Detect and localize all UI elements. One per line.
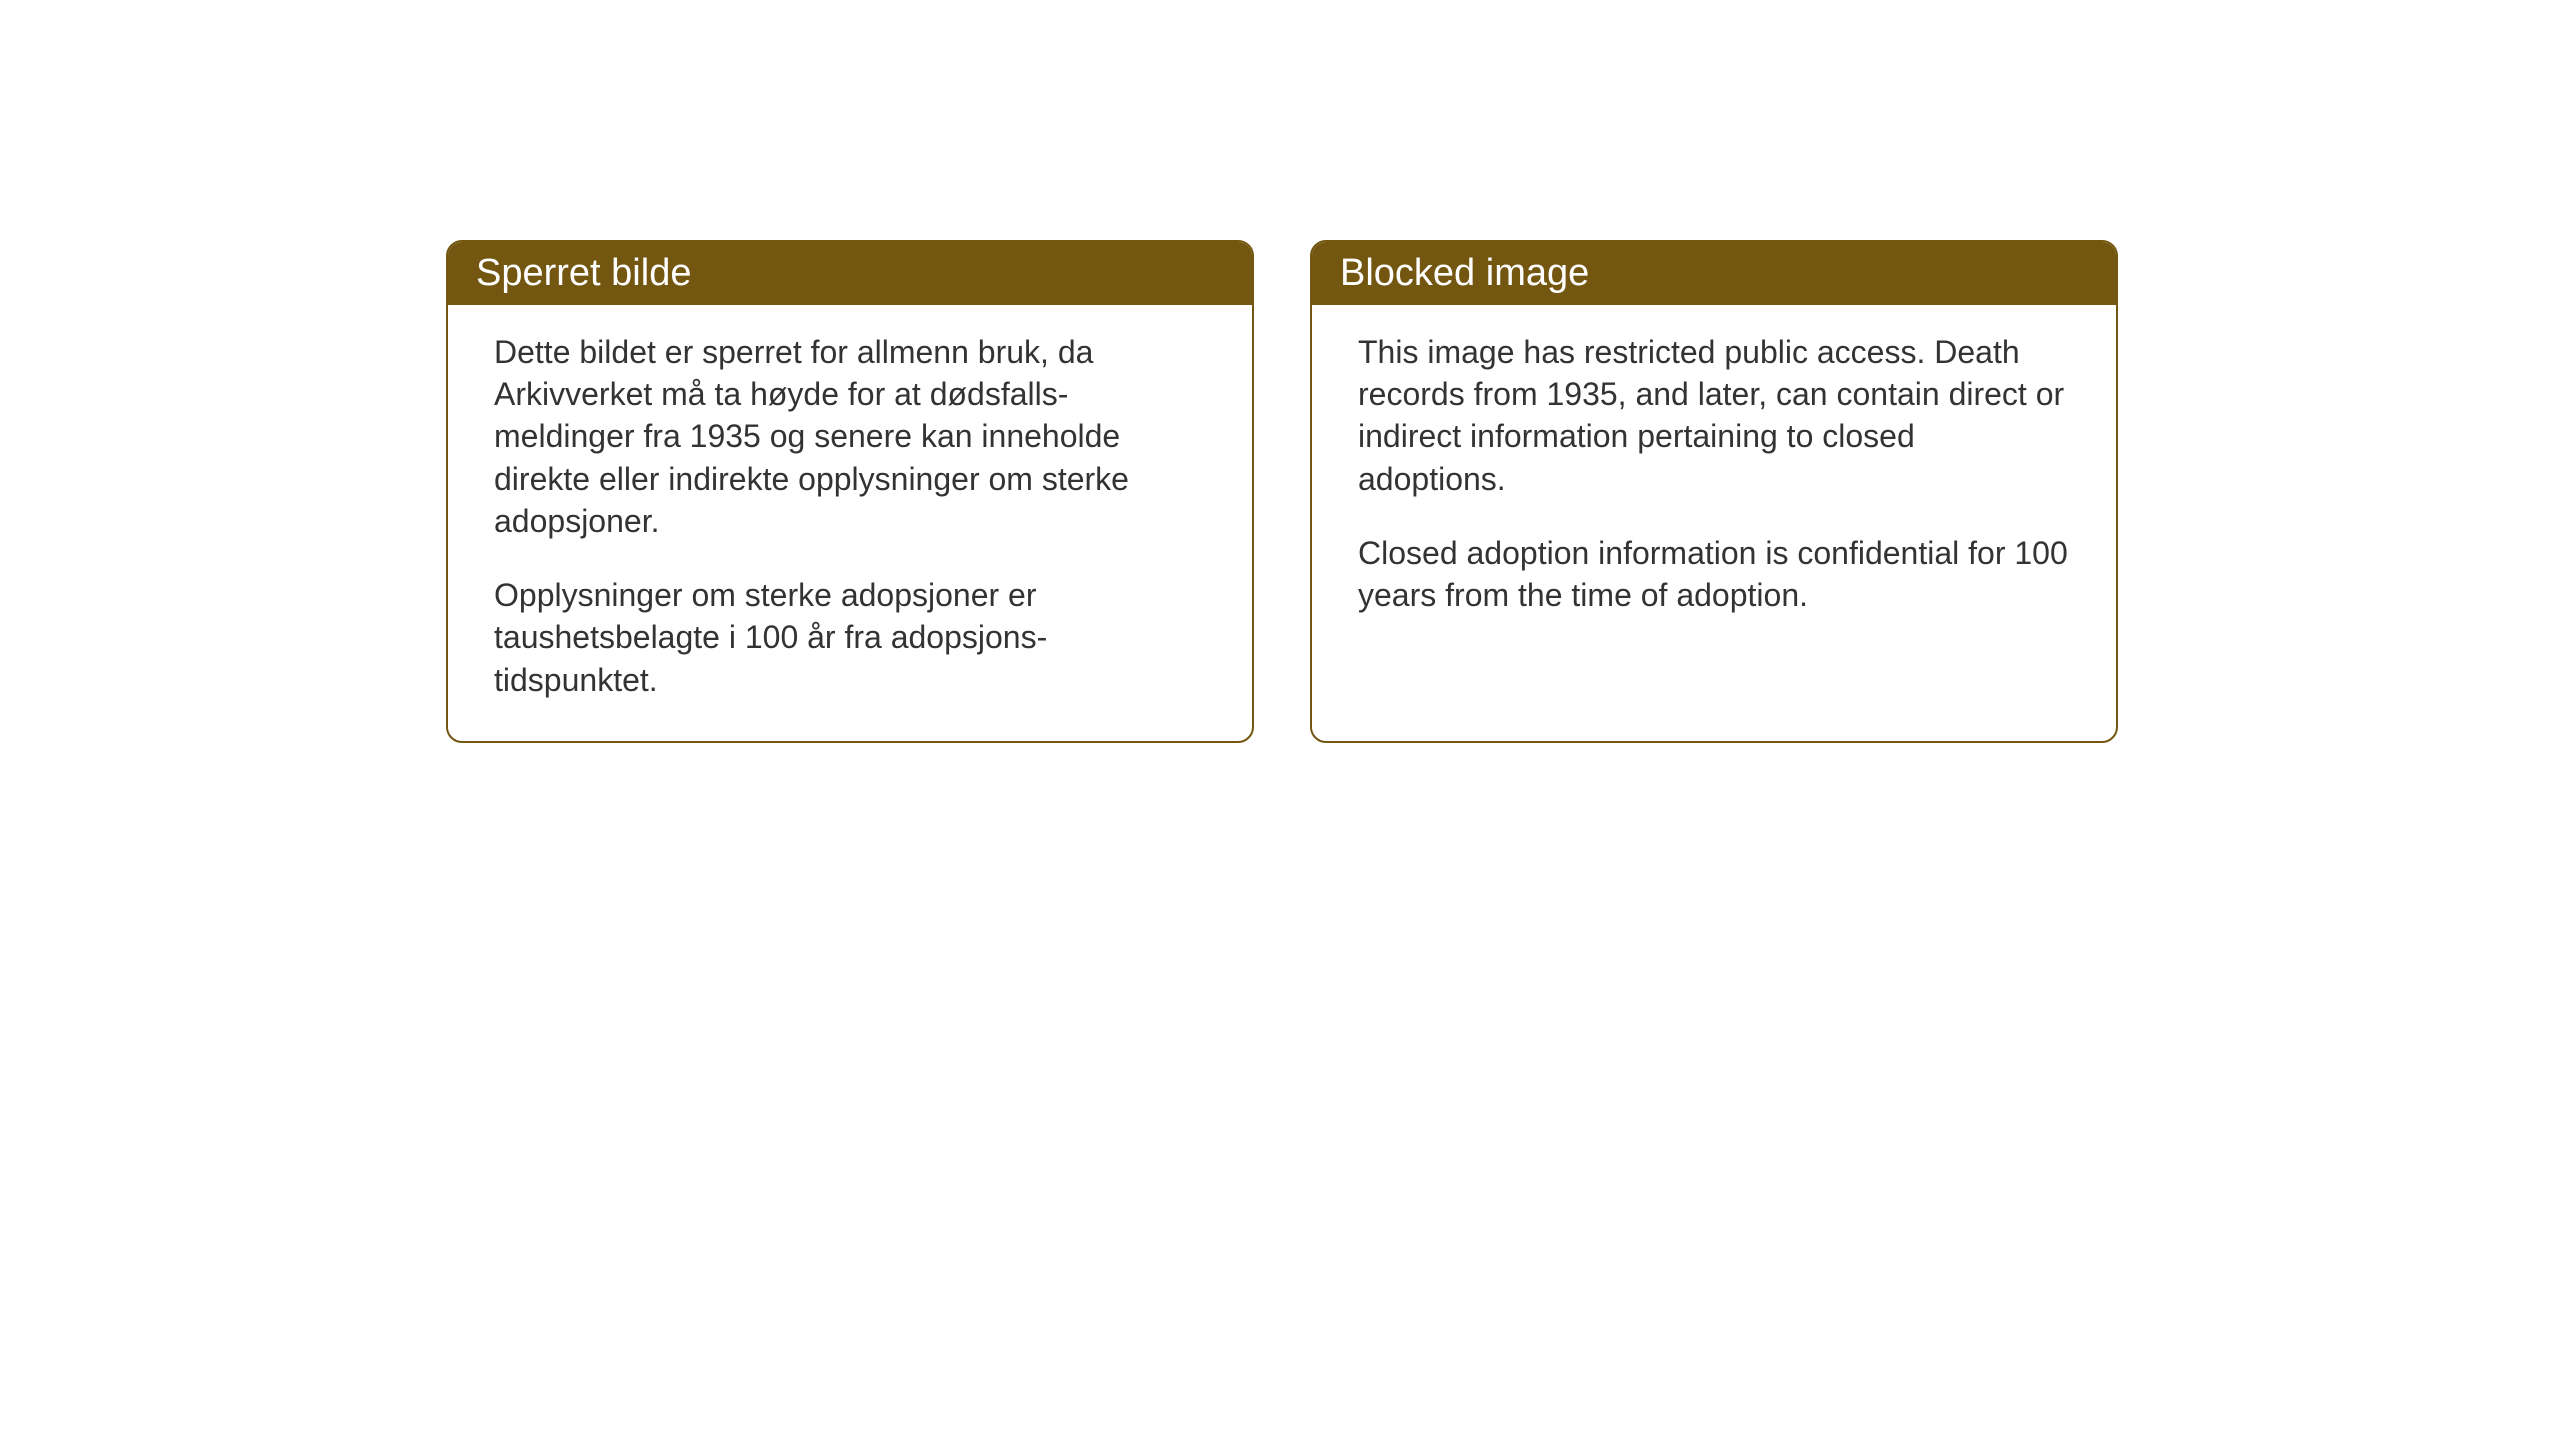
english-notice-card: Blocked image This image has restricted … <box>1310 240 2118 743</box>
english-paragraph-1: This image has restricted public access.… <box>1358 331 2070 500</box>
english-paragraph-2: Closed adoption information is confident… <box>1358 532 2070 616</box>
english-card-title: Blocked image <box>1312 242 2116 305</box>
norwegian-paragraph-2: Opplysninger om sterke adopsjoner er tau… <box>494 574 1206 701</box>
norwegian-notice-card: Sperret bilde Dette bildet er sperret fo… <box>446 240 1254 743</box>
norwegian-card-title: Sperret bilde <box>448 242 1252 305</box>
norwegian-paragraph-1: Dette bildet er sperret for allmenn bruk… <box>494 331 1206 542</box>
norwegian-card-body: Dette bildet er sperret for allmenn bruk… <box>448 305 1252 741</box>
english-card-body: This image has restricted public access.… <box>1312 305 2116 656</box>
notice-cards-container: Sperret bilde Dette bildet er sperret fo… <box>446 240 2118 743</box>
